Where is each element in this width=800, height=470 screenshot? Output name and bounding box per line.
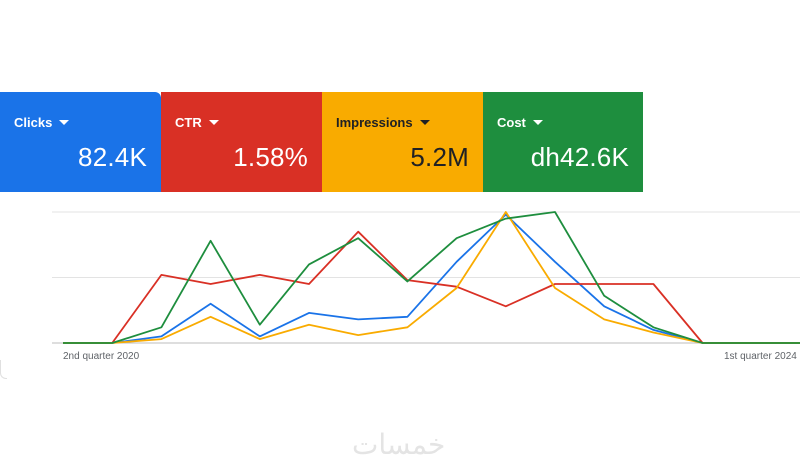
- scorecard-clicks[interactable]: Clicks 82.4K: [0, 92, 161, 192]
- line-chart: 2nd quarter 2020 1st quarter 2024: [52, 211, 800, 362]
- cost-metric-selector[interactable]: Cost: [497, 115, 543, 130]
- chart-series: [63, 211, 800, 344]
- clicks-value: 82.4K: [78, 142, 147, 172]
- series-line-4: [63, 211, 800, 344]
- panel-corner: [0, 360, 7, 379]
- caret-down-icon[interactable]: [532, 120, 543, 125]
- caret-down-icon[interactable]: [419, 120, 430, 125]
- series-line-1: [63, 213, 800, 344]
- impressions-value: 5.2M: [410, 142, 469, 172]
- caret-down-icon[interactable]: [59, 120, 70, 125]
- impressions-metric-selector[interactable]: Impressions: [336, 115, 430, 130]
- clicks-metric-selector[interactable]: Clicks: [14, 115, 70, 130]
- cost-label: Cost: [497, 115, 526, 130]
- watermark: خمسات: [352, 428, 446, 461]
- x-tick-label: 2nd quarter 2020: [63, 351, 140, 362]
- caret-down-icon[interactable]: [208, 120, 219, 125]
- ctr-value: 1.58%: [233, 142, 308, 172]
- x-tick-label: 1st quarter 2024: [724, 351, 797, 362]
- x-axis-tick-labels: 2nd quarter 2020 1st quarter 2024: [63, 351, 797, 362]
- scorecard-cost[interactable]: Cost dh42.6K: [483, 92, 643, 192]
- scorecard-impressions[interactable]: Impressions 5.2M: [322, 92, 483, 192]
- ctr-metric-selector[interactable]: CTR: [175, 115, 219, 130]
- clicks-label: Clicks: [14, 115, 53, 130]
- series-line-2: [63, 230, 800, 344]
- scorecard-ctr[interactable]: CTR 1.58%: [161, 92, 322, 192]
- scorecard-row: Clicks 82.4K CTR 1.58% Impressions 5.2M …: [0, 92, 643, 192]
- ctr-label: CTR: [175, 115, 202, 130]
- cost-value: dh42.6K: [530, 142, 629, 172]
- impressions-label: Impressions: [336, 115, 413, 130]
